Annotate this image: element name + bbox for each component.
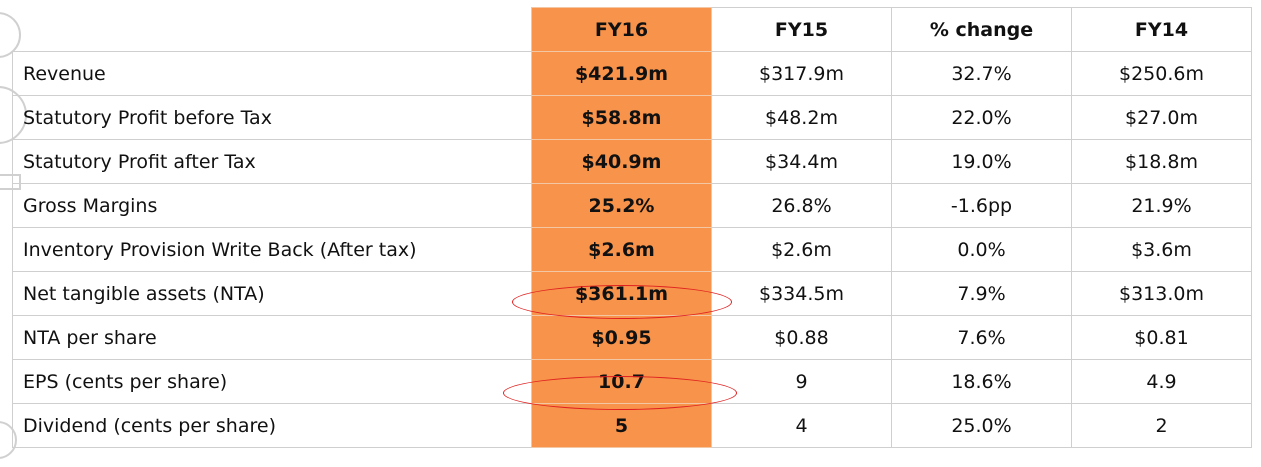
cell-change: 7.6%: [891, 315, 1072, 360]
cell-fy16: $421.9m: [531, 51, 712, 96]
row-label: Inventory Provision Write Back (After ta…: [12, 227, 532, 272]
table-row: NTA per share $0.95 $0.88 7.6% $0.81: [12, 315, 1252, 360]
cell-change: 7.9%: [891, 271, 1072, 316]
cell-fy14: $27.0m: [1071, 95, 1252, 140]
header-fy16: FY16: [531, 7, 712, 52]
table-row: Revenue $421.9m $317.9m 32.7% $250.6m: [12, 51, 1252, 96]
cell-fy16: $361.1m: [531, 271, 712, 316]
row-label: NTA per share: [12, 315, 532, 360]
row-label: EPS (cents per share): [12, 359, 532, 404]
cell-change: 19.0%: [891, 139, 1072, 184]
cell-fy15: $34.4m: [711, 139, 892, 184]
cell-change: 32.7%: [891, 51, 1072, 96]
cell-fy14: 21.9%: [1071, 183, 1252, 228]
row-label: Statutory Profit before Tax: [12, 95, 532, 140]
header-fy15: FY15: [711, 7, 892, 52]
cell-change: -1.6pp: [891, 183, 1072, 228]
cell-fy15: 9: [711, 359, 892, 404]
table-row: Net tangible assets (NTA) $361.1m $334.5m 7…: [12, 271, 1252, 316]
cell-fy15: 26.8%: [711, 183, 892, 228]
cell-fy14: $250.6m: [1071, 51, 1252, 96]
row-label: Revenue: [12, 51, 532, 96]
cell-fy16: 10.7: [531, 359, 712, 404]
cell-fy14: $313.0m: [1071, 271, 1252, 316]
cell-fy16: $0.95: [531, 315, 712, 360]
table-row: Statutory Profit before Tax $58.8m $48.2m 2…: [12, 95, 1252, 140]
cell-fy15: $317.9m: [711, 51, 892, 96]
cell-change: 18.6%: [891, 359, 1072, 404]
table-row: Inventory Provision Write Back (After ta…: [12, 227, 1252, 272]
cell-fy14: 4.9: [1071, 359, 1252, 404]
cell-fy15: $48.2m: [711, 95, 892, 140]
cell-fy15: $0.88: [711, 315, 892, 360]
cell-fy15: 4: [711, 403, 892, 448]
cell-fy14: 2: [1071, 403, 1252, 448]
cell-fy14: $0.81: [1071, 315, 1252, 360]
cell-fy14: $18.8m: [1071, 139, 1252, 184]
cell-fy16: 25.2%: [531, 183, 712, 228]
cell-fy16: $2.6m: [531, 227, 712, 272]
header-change: % change: [891, 7, 1072, 52]
cell-fy15: $334.5m: [711, 271, 892, 316]
row-label: Net tangible assets (NTA): [12, 271, 532, 316]
cell-change: 0.0%: [891, 227, 1072, 272]
table-row: Statutory Profit after Tax $40.9m $34.4m 19…: [12, 139, 1252, 184]
cell-change: 25.0%: [891, 403, 1072, 448]
table-row: EPS (cents per share) 10.7 9 18.6% 4.9: [12, 359, 1252, 404]
cell-fy16: $58.8m: [531, 95, 712, 140]
cell-fy16: $40.9m: [531, 139, 712, 184]
cell-change: 22.0%: [891, 95, 1072, 140]
financial-results-table: FY16 FY15 % change FY14 Revenue $421.9m $3…: [12, 7, 1252, 448]
header-row: FY16 FY15 % change FY14: [12, 7, 1252, 52]
table-row: Dividend (cents per share) 5 4 25.0% 2: [12, 403, 1252, 448]
cell-fy14: $3.6m: [1071, 227, 1252, 272]
cell-fy16: 5: [531, 403, 712, 448]
row-label: Dividend (cents per share): [12, 403, 532, 448]
table-row: Gross Margins 25.2% 26.8% -1.6pp 21.9%: [12, 183, 1252, 228]
header-fy14: FY14: [1071, 7, 1252, 52]
row-label: Gross Margins: [12, 183, 532, 228]
cell-fy15: $2.6m: [711, 227, 892, 272]
row-label: Statutory Profit after Tax: [12, 139, 532, 184]
